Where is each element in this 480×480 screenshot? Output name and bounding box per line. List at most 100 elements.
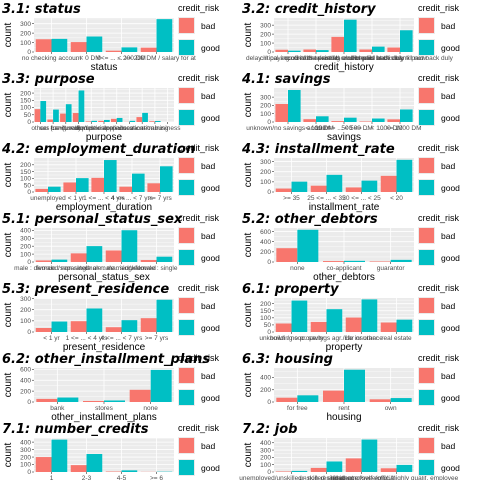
- bar-bad: [276, 248, 298, 262]
- bar-good: [344, 19, 357, 52]
- x-axis-title: employment_duration: [56, 202, 152, 213]
- y-tick-label: 100: [260, 315, 271, 322]
- x-tick-label: skilled employee/official: [327, 475, 396, 480]
- x-axis-title: other_installment_plans: [51, 412, 157, 423]
- bar-bad: [323, 261, 344, 262]
- x-axis-title: purpose: [86, 132, 123, 143]
- y-tick-label: 0: [267, 469, 271, 476]
- x-tick-label: male : divorced/separated: [14, 265, 89, 272]
- x-tick-label: 25 <= ... < 35: [307, 195, 346, 202]
- x-axis-title: property: [326, 342, 363, 353]
- x-tick-label: guarantor: [377, 265, 406, 272]
- legend-label-bad: bad: [441, 441, 455, 451]
- bar-bad: [323, 390, 344, 402]
- bar-good: [51, 38, 68, 52]
- legend-label-bad: bad: [201, 371, 215, 381]
- y-tick-label: 100: [20, 105, 31, 112]
- y-tick-label: 200: [20, 243, 31, 250]
- y-tick-label: 300: [260, 94, 271, 101]
- bar-bad: [331, 121, 344, 122]
- legend-label-good: good: [441, 393, 460, 403]
- x-tick-label: ... >= 200 DM / salary for at: [117, 55, 196, 62]
- y-tick-label: 200: [20, 162, 31, 169]
- bar-good: [104, 400, 125, 402]
- legend-title: credit_risk: [418, 353, 460, 363]
- bar-good: [121, 230, 138, 262]
- y-tick-label: 200: [20, 388, 31, 395]
- y-tick-label: 200: [260, 455, 271, 462]
- bar-good: [390, 259, 412, 262]
- x-tick-label: 4 <= ... < 7 yrs: [111, 195, 153, 202]
- bar-bad: [70, 42, 87, 52]
- bar-bad: [105, 50, 122, 52]
- x-tick-label: >= 35: [283, 195, 300, 202]
- y-tick-label: 0: [267, 49, 271, 56]
- bar-bad: [380, 175, 397, 192]
- bar-bad: [111, 118, 117, 122]
- y-tick-label: 200: [20, 90, 31, 97]
- y-tick-label: 0: [267, 399, 271, 406]
- legend-title: credit_risk: [178, 283, 220, 293]
- x-tick-label: < 1 yr: [68, 195, 85, 202]
- x-tick-label: 1 <= ... < 4 yrs: [66, 335, 108, 342]
- legend-title: credit_risk: [178, 423, 220, 433]
- bar-bad: [70, 253, 87, 262]
- bar-good: [372, 46, 385, 52]
- y-tick-label: 300: [20, 235, 31, 242]
- y-tick-label: 100: [20, 40, 31, 47]
- bar-bad: [34, 109, 41, 122]
- bar-good: [150, 369, 172, 402]
- y-tick-label: 50: [24, 182, 32, 189]
- bar-good: [291, 181, 308, 192]
- x-axis-title: savings: [327, 132, 361, 143]
- bar-bad: [60, 113, 66, 122]
- bar-bad: [369, 399, 391, 402]
- bar-good: [104, 119, 110, 122]
- x-tick-label: unemployed/unskilled - non-resident: [239, 475, 344, 480]
- bar-good: [86, 246, 103, 262]
- bar-bad: [303, 119, 316, 122]
- bar-good: [76, 178, 89, 192]
- bar-good: [156, 256, 173, 262]
- x-tick-label: bank: [50, 405, 65, 412]
- x-tick-label: 4 <= ... < 7 yrs: [101, 335, 143, 342]
- y-tick-label: 100: [260, 179, 271, 186]
- x-tick-label: < 20: [390, 195, 403, 202]
- bar-good: [291, 470, 308, 472]
- bar-bad: [63, 182, 76, 192]
- legend-title: credit_risk: [178, 143, 220, 153]
- bar-good: [40, 101, 47, 122]
- x-tick-label: no credits taken/all credits paid back d…: [285, 55, 404, 62]
- bar-bad: [105, 327, 122, 332]
- bar-bad: [276, 397, 298, 402]
- y-axis-title: count: [243, 93, 254, 118]
- x-tick-label: 4-5: [117, 475, 127, 480]
- y-axis-title: count: [243, 233, 254, 258]
- legend-key-good: [419, 180, 434, 195]
- bar-bad: [35, 39, 52, 52]
- legend-key-bad: [179, 438, 194, 453]
- chart-panel: 0 200 400 600 bank stores noneother_installmen…: [2, 352, 220, 423]
- bar-bad: [140, 260, 157, 262]
- bar-good: [86, 36, 103, 52]
- legend-key-bad: [419, 88, 434, 103]
- x-tick-label: unknown/no savings account: [246, 125, 330, 132]
- x-tick-label: male : married/widowed: [87, 265, 156, 272]
- chart-title: 4.2: employment_duration: [1, 142, 195, 157]
- y-tick-label: 400: [260, 375, 271, 382]
- bar-bad: [35, 327, 52, 332]
- legend-key-good: [419, 110, 434, 125]
- y-axis-title: count: [243, 23, 254, 48]
- y-tick-label: 150: [260, 308, 271, 315]
- legend-label-good: good: [441, 183, 460, 193]
- x-tick-label: radio/television: [70, 125, 114, 132]
- bar-good: [65, 104, 72, 122]
- y-tick-label: 100: [20, 251, 31, 258]
- y-axis-title: count: [3, 163, 14, 188]
- bar-bad: [345, 458, 362, 472]
- y-tick-label: 200: [260, 249, 271, 256]
